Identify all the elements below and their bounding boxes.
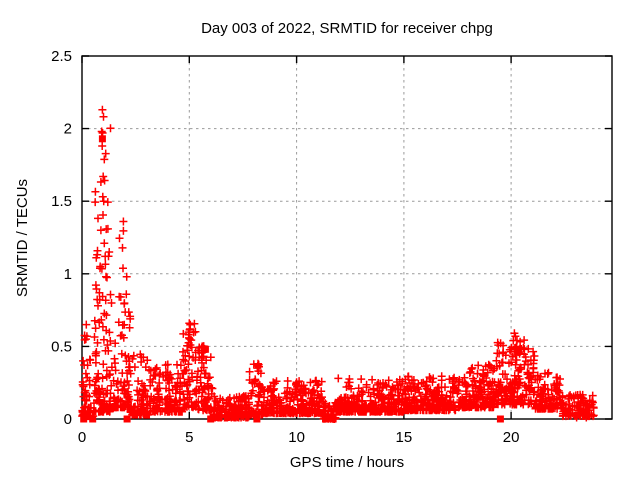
y-tick-labels: 0 0.5 1 1.5 2 2.5 <box>51 48 72 428</box>
y-tick-label: 1 <box>64 266 72 283</box>
square-marker <box>253 415 261 423</box>
square-marker <box>123 415 131 423</box>
chart-title: Day 003 of 2022, SRMTID for receiver chp… <box>201 20 493 37</box>
square-marker <box>201 345 209 353</box>
square-marker <box>207 415 215 423</box>
y-tick-label: 2.5 <box>51 48 72 65</box>
x-tick-label: 0 <box>78 429 86 446</box>
gridlines <box>82 56 612 419</box>
x-axis-label: GPS time / hours <box>290 454 404 471</box>
x-tick-label: 20 <box>503 429 520 446</box>
y-tick-label: 2 <box>64 121 72 138</box>
x-tick-label: 10 <box>288 429 305 446</box>
square-marker <box>322 415 329 423</box>
y-tick-label: 0 <box>64 411 72 428</box>
x-tick-labels: 0 5 10 15 20 <box>78 429 520 446</box>
plot-border <box>81 55 613 420</box>
y-tick-label: 1.5 <box>51 193 72 210</box>
data-points-square-markers <box>80 135 522 423</box>
x-tick-label: 5 <box>185 429 193 446</box>
y-tick-label: 0.5 <box>51 338 72 355</box>
square-marker <box>496 415 504 423</box>
square-marker <box>89 415 97 423</box>
x-tick-label: 15 <box>396 429 413 446</box>
square-marker <box>98 135 106 143</box>
y-axis-label: SRMTID / TECUs <box>14 179 31 297</box>
data-points-plus-markers <box>78 105 598 423</box>
square-marker <box>329 415 337 423</box>
square-marker <box>80 415 88 423</box>
square-marker <box>514 348 522 356</box>
